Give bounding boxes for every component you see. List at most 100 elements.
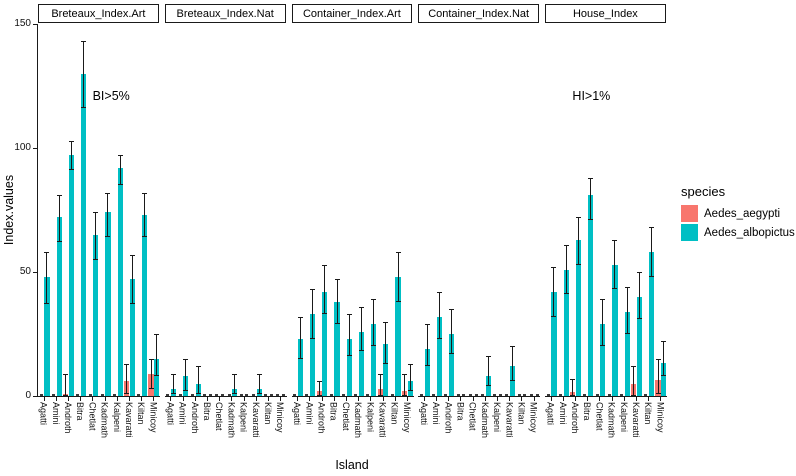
error-bar-cap-top (316, 381, 322, 383)
bar-Aedes_albopictus (575, 239, 581, 396)
zero-value-mark (444, 394, 448, 396)
error-bar (385, 321, 387, 364)
error-bar-cap-bottom (346, 355, 352, 357)
bar-Aedes_albopictus (154, 358, 160, 396)
x-axis-tick (55, 397, 57, 401)
error-bar-cap-bottom (44, 303, 50, 305)
zero-value-mark (583, 394, 587, 396)
bar-Aedes_albopictus (600, 324, 606, 396)
error-bar (651, 227, 653, 277)
zero-value-mark (505, 394, 509, 396)
error-bar-cap-top (407, 363, 413, 365)
error-bar-cap-top (395, 252, 401, 254)
x-axis-tick (219, 397, 221, 401)
legend-item-label: Aedes_aegypti (704, 207, 781, 220)
x-tick-label: Kadmath (226, 402, 237, 439)
error-bar-cap-top (371, 299, 377, 301)
x-tick-label: Androth (189, 402, 200, 434)
zero-value-mark (264, 394, 268, 396)
zero-value-mark (190, 394, 194, 396)
error-bar (234, 373, 236, 394)
bar-Aedes_albopictus (105, 212, 111, 396)
x-axis-tick (345, 397, 347, 401)
x-axis-line (291, 396, 414, 397)
zero-value-mark (76, 394, 80, 396)
x-tick-label: Agatti (292, 402, 303, 426)
x-axis-tick (660, 397, 662, 401)
zero-value-mark (178, 394, 182, 396)
x-axis-tick (297, 397, 299, 401)
error-bar (487, 356, 489, 387)
error-bar (65, 373, 67, 396)
error-bar-cap-top (563, 244, 569, 246)
error-bar-cap-top (297, 316, 303, 318)
zero-value-mark (203, 394, 207, 396)
x-axis-tick (255, 397, 257, 401)
error-bar (577, 217, 579, 265)
facet-panel: Container_Index.Art Agatti Amini Androth Bit… (291, 0, 414, 476)
zero-value-mark (419, 394, 423, 396)
error-bar-cap-bottom (316, 395, 322, 396)
bar-Aedes_albopictus (129, 279, 135, 396)
bar-Aedes_albopictus (587, 195, 594, 396)
x-axis-tick (243, 397, 245, 401)
error-bar-cap-top (485, 356, 491, 358)
x-axis-tick (206, 397, 208, 401)
x-tick-label: Chetlat (467, 402, 478, 431)
x-tick-label: Kalpeni (618, 402, 629, 433)
zero-value-mark (305, 394, 309, 396)
error-bar (404, 373, 406, 396)
error-bar (438, 291, 440, 339)
error-bar-cap-bottom (563, 293, 569, 295)
bar-Aedes_albopictus (80, 73, 87, 396)
zero-value-mark (88, 394, 92, 396)
error-bar-cap-bottom (105, 236, 111, 238)
bar-Aedes_albopictus (424, 348, 430, 396)
error-bar-cap-top (142, 192, 148, 194)
error-bar (324, 264, 326, 315)
x-axis-line (164, 396, 287, 397)
error-bar (197, 366, 199, 394)
panel-annotation: HI>1% (572, 89, 611, 103)
error-bar-cap-top (424, 324, 430, 326)
zero-value-mark (558, 394, 562, 396)
panel-annotation: BI>5% (92, 89, 130, 103)
bar-Aedes_albopictus (56, 217, 62, 396)
x-axis-line (545, 396, 667, 397)
legend-item-label: Aedes_albopictus (704, 226, 795, 239)
zero-value-mark (342, 394, 346, 396)
x-axis-tick (460, 397, 462, 401)
error-bar-cap-top (154, 334, 160, 335)
x-axis-tick (321, 397, 323, 401)
x-axis-tick (448, 397, 450, 401)
error-bar (119, 155, 121, 186)
zero-value-mark (100, 394, 104, 396)
error-bar (150, 358, 152, 389)
error-bar-cap-top (649, 227, 655, 229)
error-bar-cap-bottom (232, 392, 238, 394)
x-tick-label: Bitra (201, 402, 212, 421)
zero-value-mark (221, 394, 224, 396)
x-tick-label: Bitra (75, 402, 86, 421)
bar-Aedes_albopictus (346, 338, 352, 396)
zero-value-mark (208, 394, 212, 396)
y-tick-label: 150 (14, 18, 31, 29)
x-tick-label: Kalpeni (365, 402, 376, 433)
zero-value-mark (112, 394, 116, 396)
zero-value-mark (619, 394, 623, 396)
zero-value-mark (523, 394, 527, 396)
error-bar-cap-top (334, 279, 340, 281)
bar-Aedes_albopictus (449, 334, 455, 396)
x-axis-tick (509, 397, 511, 401)
facet-panel: House_Index Agatti Amini Androth Bitra Chetla… (545, 0, 667, 476)
error-bar (426, 324, 428, 367)
error-bar-cap-bottom (334, 323, 340, 325)
x-tick-label: Kavaratti (124, 402, 134, 438)
facet-strip-label: Breteaux_Index.Art (38, 4, 159, 23)
facet-strip-label: House_Index (545, 4, 666, 23)
y-axis-tick (33, 24, 37, 25)
zero-value-mark (282, 394, 285, 396)
y-axis-line (37, 24, 38, 397)
error-bar-cap-bottom (510, 380, 516, 382)
error-bar-cap-top (81, 41, 87, 43)
